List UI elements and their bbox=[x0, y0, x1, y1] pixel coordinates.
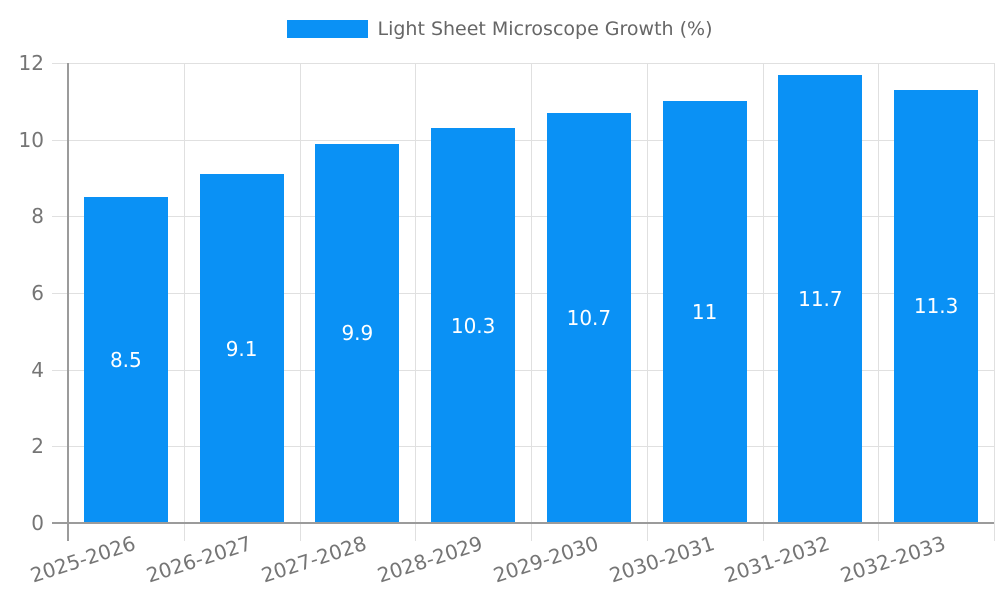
y-axis-line bbox=[67, 63, 69, 541]
gridline-vertical bbox=[994, 63, 995, 541]
y-tick-label: 2 bbox=[31, 434, 44, 459]
bar-value-label: 8.5 bbox=[109, 348, 142, 373]
bar-value-label: 9.9 bbox=[341, 321, 374, 346]
gridline-horizontal bbox=[52, 369, 994, 371]
gridline-vertical bbox=[415, 63, 417, 541]
bar-value-label: 10.7 bbox=[566, 305, 612, 330]
bar: 8.5 bbox=[83, 197, 168, 523]
gridline-horizontal bbox=[52, 139, 994, 141]
bar: 11.3 bbox=[894, 89, 979, 523]
gridline-horizontal bbox=[52, 446, 994, 448]
bar: 9.1 bbox=[199, 174, 284, 523]
x-tick-label: 2032-2033 bbox=[837, 531, 949, 588]
gridline-vertical bbox=[646, 63, 648, 541]
y-tick-label: 6 bbox=[31, 281, 44, 305]
bar: 10.7 bbox=[546, 112, 631, 523]
gridline-vertical bbox=[878, 63, 880, 541]
bar-value-label: 9.1 bbox=[225, 336, 258, 361]
bar-value-label: 10.3 bbox=[450, 313, 496, 338]
x-axis-line bbox=[52, 522, 994, 524]
x-tick-label: 2028-2029 bbox=[374, 531, 486, 588]
gridline-vertical bbox=[531, 63, 532, 541]
y-tick-label: 4 bbox=[31, 357, 44, 382]
x-tick-label: 2030-2031 bbox=[605, 531, 718, 588]
x-tick-label: 2031-2032 bbox=[721, 531, 833, 588]
x-tick-label: 2025-2026 bbox=[27, 531, 139, 588]
plot-area: 8.5 9.1 9.9 10.3 10.7 11 11.7 11.3 bbox=[52, 63, 995, 541]
bar: 11 bbox=[662, 101, 747, 523]
legend: Light Sheet Microscope Growth (%) bbox=[0, 18, 1000, 40]
gridline-horizontal bbox=[52, 63, 994, 64]
y-tick-label: 8 bbox=[31, 204, 44, 229]
gridline-vertical bbox=[183, 63, 185, 541]
bar: 9.9 bbox=[315, 143, 400, 523]
legend-label: Light Sheet Microscope Growth (%) bbox=[377, 18, 713, 40]
bar-value-label: 11.3 bbox=[913, 294, 959, 319]
y-tick-label: 12 bbox=[18, 51, 44, 75]
bar-value-label: 11.7 bbox=[798, 286, 843, 311]
bar-value-label: 11 bbox=[691, 300, 718, 325]
x-tick-label: 2029-2030 bbox=[490, 531, 602, 588]
legend-swatch bbox=[287, 20, 369, 38]
x-tick-label: 2027-2028 bbox=[258, 531, 370, 588]
y-tick-label: 10 bbox=[18, 127, 44, 152]
gridline-horizontal bbox=[52, 293, 994, 294]
gridline-vertical bbox=[299, 63, 301, 541]
bar: 11.7 bbox=[778, 74, 863, 523]
bar: 10.3 bbox=[431, 128, 516, 523]
gridline-horizontal bbox=[52, 216, 994, 218]
gridline-vertical bbox=[762, 63, 764, 541]
x-tick-label: 2026-2027 bbox=[142, 531, 255, 588]
y-tick-label: 0 bbox=[31, 511, 44, 535]
